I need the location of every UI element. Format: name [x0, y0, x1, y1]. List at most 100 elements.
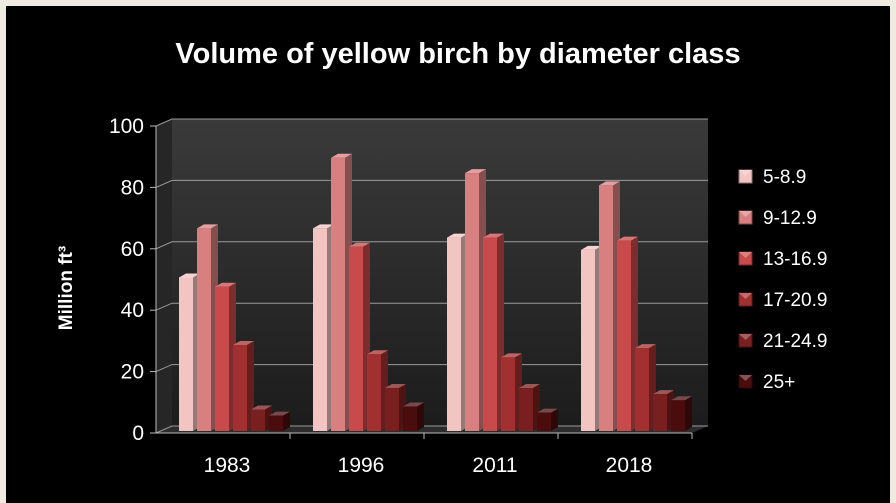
bar-front [385, 388, 399, 431]
bar-5-8.9-1983 [179, 273, 200, 431]
bar-chart: Volume of yellow birch by diameter class… [56, 38, 827, 477]
bar-side [417, 402, 424, 431]
bar-top [519, 384, 540, 389]
bar-21-24.9-1983 [251, 405, 272, 431]
bar-25+-1983 [269, 411, 290, 431]
bar-front [251, 409, 265, 431]
bar-top [331, 153, 352, 158]
x-tick-label: 2018 [606, 454, 653, 477]
y-axis-label: Million ft³ [56, 246, 77, 330]
bar-top [367, 350, 388, 355]
gridline [155, 118, 708, 127]
bar-front [367, 354, 381, 431]
bar-front [581, 249, 595, 431]
legend-label: 17-20.9 [763, 290, 827, 311]
bar-5-8.9-2018 [581, 245, 602, 431]
bar-21-24.9-2018 [653, 390, 674, 431]
bar-front [269, 415, 283, 431]
bar-front [331, 157, 345, 431]
bar-13-16.9-1996 [349, 242, 370, 431]
bar-17-20.9-1996 [367, 350, 388, 431]
bar-25+-2011 [537, 408, 558, 431]
y-tick-label: 20 [121, 361, 144, 384]
bar-9-12.9-2018 [599, 181, 620, 431]
legend-swatch-highlight [739, 211, 752, 217]
legend-item: 17-20.9 [738, 290, 827, 311]
back-wall [172, 119, 708, 426]
bar-9-12.9-1996 [331, 153, 352, 431]
y-tick-label: 100 [109, 115, 144, 138]
legend-label: 21-24.9 [763, 331, 827, 352]
bar-13-16.9-2011 [483, 233, 504, 431]
bar-top [313, 224, 334, 229]
bar-top [269, 411, 290, 416]
chart-title: Volume of yellow birch by diameter class [175, 38, 740, 70]
bar-top [581, 245, 602, 250]
y-tick-label: 40 [121, 299, 144, 322]
bar-front [179, 277, 193, 431]
legend-label: 13-16.9 [763, 249, 827, 270]
x-tick-label: 1996 [338, 454, 385, 477]
legend-swatch-highlight [739, 293, 752, 299]
bar-top [233, 341, 254, 346]
bar-21-24.9-2011 [519, 384, 540, 431]
bar-top [385, 384, 406, 389]
bar-21-24.9-1996 [385, 384, 406, 431]
bar-top [537, 408, 558, 413]
gridline [155, 179, 708, 188]
bar-13-16.9-2018 [617, 236, 638, 431]
bar-front [599, 185, 613, 431]
bar-front [635, 348, 649, 431]
side-wall [156, 119, 172, 433]
gridline [155, 302, 708, 311]
bar-top [179, 273, 200, 278]
bar-front [215, 286, 229, 431]
y-tick-label: 60 [121, 238, 144, 261]
legend-swatch-highlight [739, 252, 752, 258]
bar-front [483, 237, 497, 431]
bar-side [551, 408, 558, 431]
legend-label: 5-8.9 [763, 167, 806, 188]
bar-front [403, 406, 417, 431]
bar-side [247, 341, 254, 431]
bar-top [617, 236, 638, 241]
legend-item: 9-12.9 [738, 208, 817, 229]
y-tick-label: 0 [132, 422, 144, 445]
bar-top [215, 282, 236, 287]
bar-top [501, 353, 522, 358]
bar-front [313, 228, 327, 431]
legend-swatch-highlight [739, 334, 752, 340]
bar-17-20.9-1983 [233, 341, 254, 431]
legend-label: 25+ [763, 372, 795, 393]
bar-5-8.9-1996 [313, 224, 334, 431]
bar-top [251, 405, 272, 410]
chart-frame: Volume of yellow birch by diameter class… [6, 6, 890, 503]
gridline [155, 364, 708, 373]
bar-top [653, 390, 674, 395]
bar-front [465, 173, 479, 431]
bar-side [685, 396, 692, 431]
x-tick-label: 1983 [204, 454, 251, 477]
bar-front [537, 412, 551, 431]
legend-item: 21-24.9 [738, 331, 827, 352]
floor [156, 426, 708, 433]
legend-item: 13-16.9 [738, 249, 827, 270]
bar-9-12.9-2011 [465, 169, 486, 431]
bar-13-16.9-1983 [215, 282, 236, 431]
legend: 5-8.9 9-12.9 13-16.9 17-20.9 21-24.9 25+ [738, 167, 827, 393]
bar-5-8.9-2011 [447, 233, 468, 431]
bar-side [283, 411, 290, 431]
bar-top [465, 169, 486, 174]
legend-swatch-highlight [739, 170, 752, 176]
bar-front [671, 400, 685, 431]
bar-17-20.9-2011 [501, 353, 522, 431]
bar-25+-2018 [671, 396, 692, 431]
plot-area: 0 20 40 60 80 100 1983 1996 2011 2018 [109, 115, 708, 477]
bar-top [599, 181, 620, 186]
legend-item: 25+ [738, 372, 795, 393]
bar-25+-1996 [403, 402, 424, 431]
gridline [155, 241, 708, 250]
bar-top [197, 224, 218, 229]
bar-front [617, 240, 631, 431]
bar-9-12.9-1983 [197, 224, 218, 431]
